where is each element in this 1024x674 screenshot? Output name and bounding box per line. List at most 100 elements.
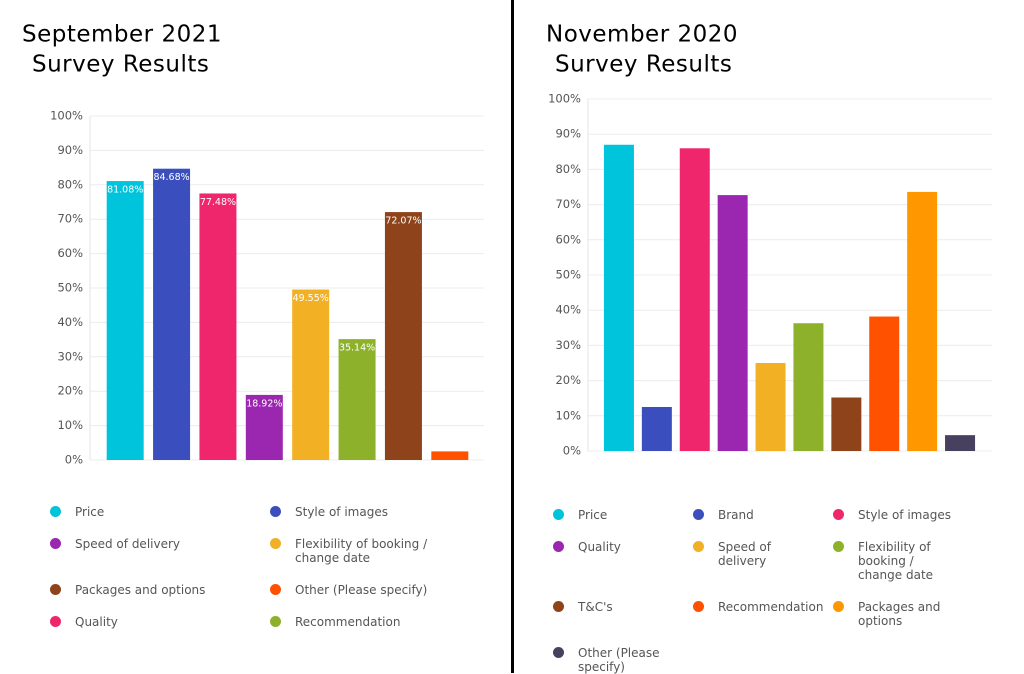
legend-label: Other (Please specify) — [578, 646, 660, 674]
bar — [106, 181, 144, 461]
y-tick-label: 20% — [555, 373, 581, 387]
legend-label: Speed of delivery — [75, 537, 180, 551]
bar — [907, 191, 938, 452]
legend-item: Quality — [50, 615, 270, 629]
bar — [679, 148, 710, 451]
legend-label: Price — [75, 505, 105, 519]
y-tick-label: 40% — [555, 303, 581, 317]
legend-item: Other (Please specify) — [553, 646, 693, 674]
legend-item: Flexibility of booking / change date — [270, 537, 490, 565]
legend-label: Style of images — [858, 508, 951, 522]
legend-swatch — [553, 647, 564, 658]
legend-label: Brand — [718, 508, 754, 522]
legend-label: Style of images — [295, 505, 388, 519]
bar — [831, 397, 862, 451]
legend-label: Flexibility of booking / change date — [295, 537, 428, 565]
legend-item: T&C's — [553, 600, 693, 628]
legend-label: Quality — [75, 615, 118, 629]
legend-item: Style of images — [270, 505, 490, 519]
legend-swatch — [553, 601, 564, 612]
legend-item: Flexibility of booking / change date — [833, 540, 973, 582]
legend-item: Other (Please specify) — [270, 583, 490, 597]
bar — [755, 363, 786, 451]
bar — [431, 451, 469, 460]
chart-title: September 2021 — [22, 22, 222, 48]
value-label: 72.07% — [385, 216, 421, 227]
value-label: 35.14% — [339, 343, 375, 354]
chart-title: Survey Results — [32, 52, 209, 78]
bar — [245, 394, 283, 460]
y-tick-label: 90% — [555, 127, 581, 141]
legend-swatch — [833, 509, 844, 520]
y-tick-label: 50% — [57, 281, 83, 295]
legend-swatch — [693, 541, 704, 552]
y-tick-label: 0% — [563, 444, 581, 458]
legend-label: Quality — [578, 540, 621, 554]
legend-item: Recommendation — [270, 615, 490, 629]
legend-label: Price — [578, 508, 608, 522]
bar — [869, 316, 900, 451]
bar — [945, 435, 976, 451]
legend-label: T&C's — [578, 600, 613, 614]
y-tick-label: 60% — [555, 232, 581, 246]
value-label: 18.92% — [246, 398, 282, 409]
y-tick-label: 10% — [555, 408, 581, 422]
bar — [641, 407, 672, 451]
y-tick-label: 10% — [57, 418, 83, 432]
legend: Price Brand Style of images Quality Speed of… — [553, 508, 973, 674]
y-tick-label: 100% — [50, 109, 83, 123]
legend-item: Packages and options — [833, 600, 973, 628]
legend-item: Speed of delivery — [693, 540, 833, 582]
divider — [511, 0, 514, 673]
legend-label: Other (Please specify) — [295, 583, 428, 597]
y-tick-label: 30% — [57, 349, 83, 363]
legend-swatch — [50, 538, 61, 549]
y-tick-label: 80% — [57, 177, 83, 191]
value-label: 77.48% — [200, 197, 236, 208]
value-label: 84.68% — [153, 172, 189, 183]
legend: Price Style of images Speed of delivery Fle… — [50, 505, 490, 629]
legend-swatch — [270, 616, 281, 627]
legend-label: Packages and options — [75, 583, 206, 597]
legend-swatch — [833, 541, 844, 552]
legend-item: Speed of delivery — [50, 537, 270, 565]
chart-title: Survey Results — [555, 52, 732, 78]
chart-title: November 2020 — [546, 22, 738, 48]
legend-swatch — [270, 584, 281, 595]
legend-item: Style of images — [833, 508, 973, 522]
value-label: 49.55% — [293, 293, 329, 304]
legend-label: Recommendation — [718, 600, 824, 614]
y-tick-label: 40% — [57, 315, 83, 329]
legend-item: Quality — [553, 540, 693, 582]
legend-swatch — [50, 584, 61, 595]
y-tick-label: 100% — [548, 92, 581, 106]
legend-swatch — [553, 541, 564, 552]
y-tick-label: 20% — [57, 384, 83, 398]
legend-label: Flexibility of booking / change date — [858, 540, 934, 582]
legend-item: Price — [50, 505, 270, 519]
bar — [153, 168, 191, 460]
legend-swatch — [270, 506, 281, 517]
legend-swatch — [270, 538, 281, 549]
legend-swatch — [693, 509, 704, 520]
legend-swatch — [553, 509, 564, 520]
bar — [199, 193, 237, 460]
legend-swatch — [50, 616, 61, 627]
legend-swatch — [833, 601, 844, 612]
legend-label: Recommendation — [295, 615, 401, 629]
bar — [292, 289, 330, 460]
legend-item: Packages and options — [50, 583, 270, 597]
legend-label: Speed of delivery — [718, 540, 771, 568]
value-label: 81.08% — [107, 185, 143, 196]
legend-item: Recommendation — [693, 600, 833, 628]
y-tick-label: 90% — [57, 143, 83, 157]
legend-item: Brand — [693, 508, 833, 522]
bar — [384, 212, 422, 460]
legend-swatch — [693, 601, 704, 612]
y-tick-label: 80% — [555, 162, 581, 176]
y-tick-label: 0% — [65, 453, 83, 467]
legend-item: Price — [553, 508, 693, 522]
bar — [603, 144, 634, 451]
